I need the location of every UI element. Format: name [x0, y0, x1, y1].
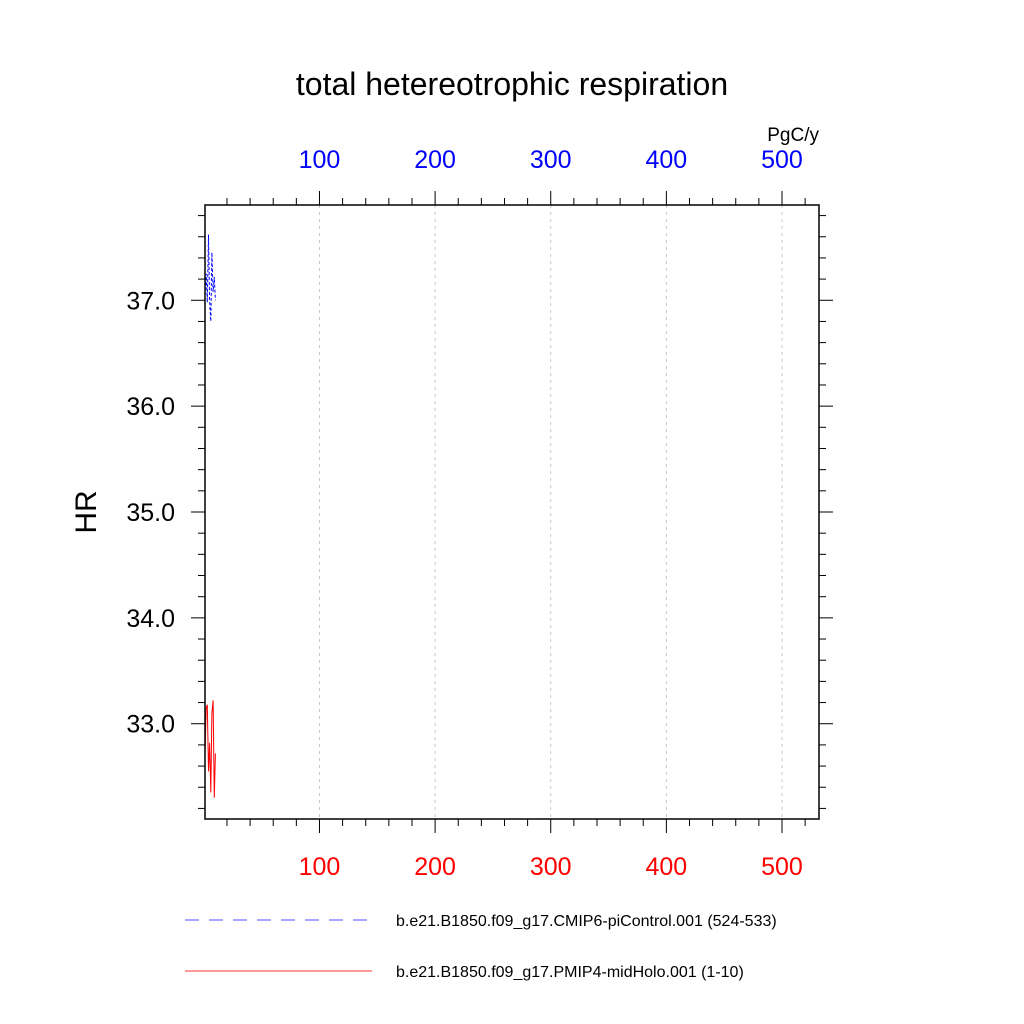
bottom-x-tick-label: 400 [646, 853, 688, 881]
units-label: PgC/y [767, 125, 819, 146]
legend: b.e21.B1850.f09_g17.CMIP6-piControl.001 … [185, 913, 777, 981]
y-tick-label: 36.0 [126, 393, 175, 421]
y-tick-label: 33.0 [126, 711, 175, 739]
series-line-1 [204, 700, 216, 798]
series-line-0 [204, 234, 216, 322]
top-x-tick-label: 300 [530, 146, 572, 174]
chart-title: total hetereotrophic respiration [296, 66, 728, 102]
legend-label-1: b.e21.B1850.f09_g17.PMIP4-midHolo.001 (1… [396, 964, 744, 981]
top-x-tick-label: 200 [414, 146, 456, 174]
axis-ticks [191, 191, 833, 833]
top-x-tick-labels: 100 200 300 400 500 [299, 146, 803, 174]
y-tick-labels: 33.0 34.0 35.0 36.0 37.0 [126, 287, 175, 738]
y-axis-label: HR [70, 490, 103, 533]
data-series [204, 234, 216, 798]
top-x-tick-label: 400 [646, 146, 688, 174]
plot-frame [204, 204, 820, 820]
top-x-tick-label: 100 [299, 146, 341, 174]
top-x-tick-label: 500 [761, 146, 803, 174]
y-tick-label: 37.0 [126, 287, 175, 315]
bottom-x-tick-labels: 100 200 300 400 500 [299, 853, 803, 881]
legend-label-0: b.e21.B1850.f09_g17.CMIP6-piControl.001 … [396, 913, 777, 930]
y-tick-label: 35.0 [126, 499, 175, 527]
bottom-x-tick-label: 500 [761, 853, 803, 881]
bottom-x-tick-label: 300 [530, 853, 572, 881]
bottom-x-tick-label: 200 [414, 853, 456, 881]
bottom-x-tick-label: 100 [299, 853, 341, 881]
grid-lines [318, 205, 783, 819]
y-tick-label: 34.0 [126, 605, 175, 633]
